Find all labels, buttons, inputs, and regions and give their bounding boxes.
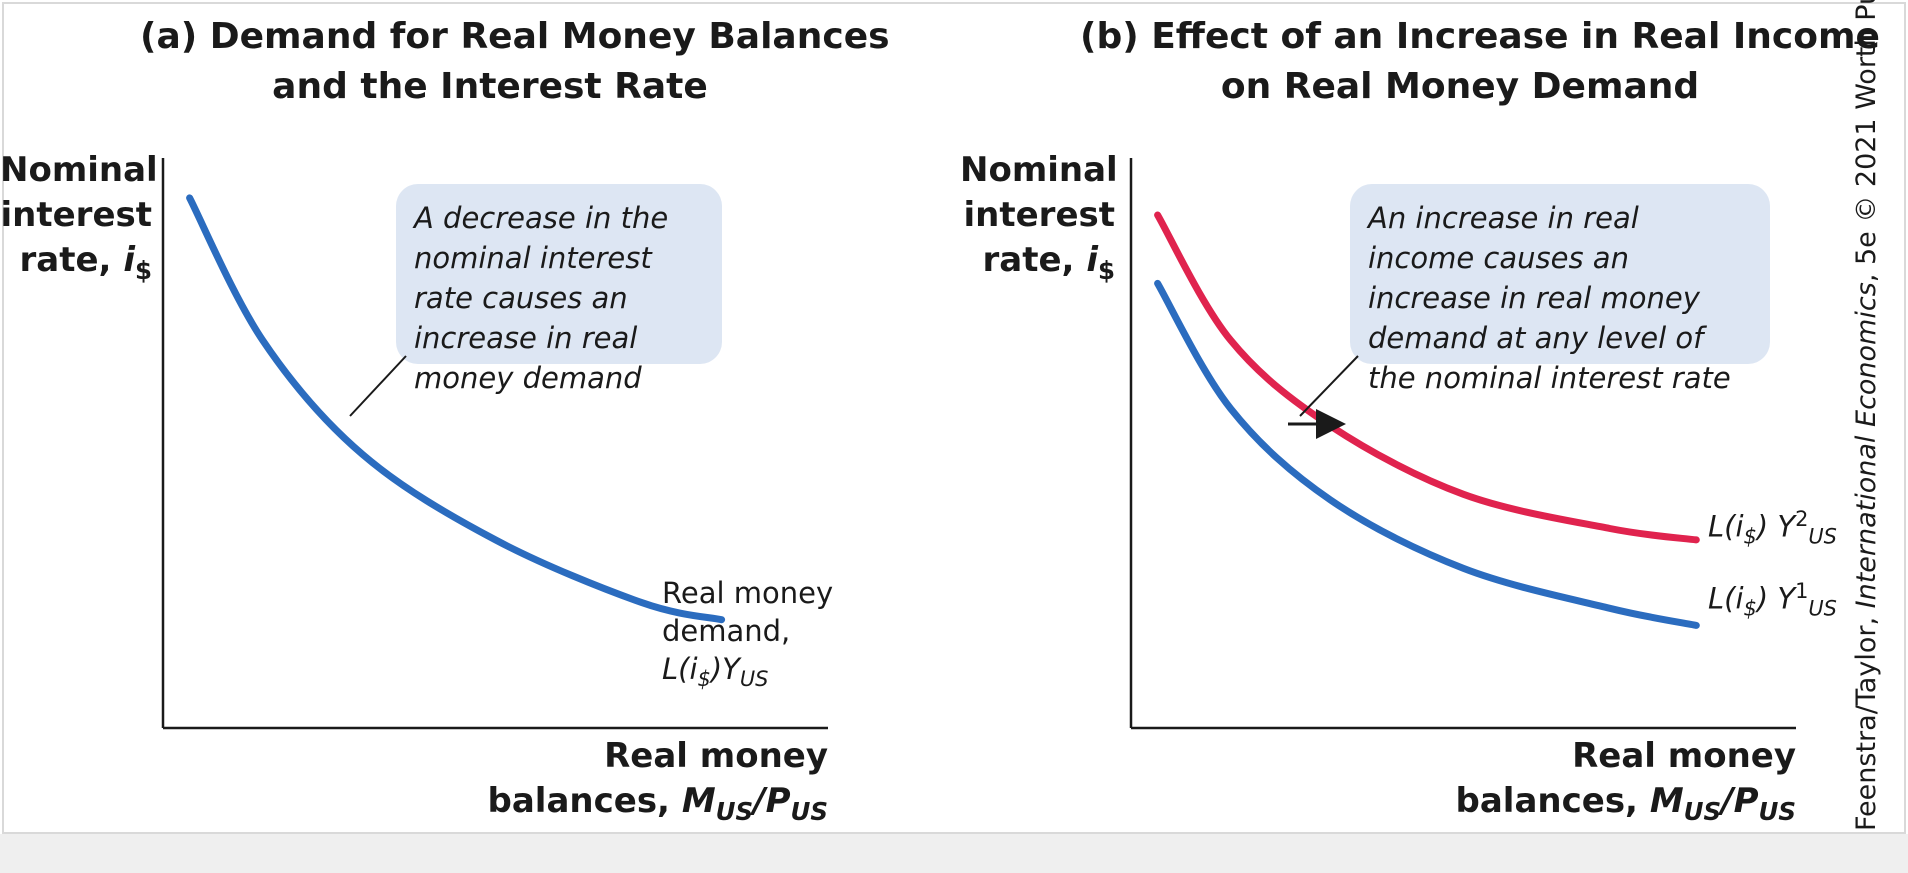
panel-b-annotation: An increase in real income causes an inc… [1350, 184, 1770, 395]
panel-b-plot [1129, 158, 1796, 730]
panel-b-curve-label-y1: L(i$) Y1US [1708, 579, 1837, 621]
panel-a-annotation: A decrease in the nominal interest rate … [396, 184, 722, 395]
panel-a-curve-label: Real money demand, L(i$)YUS [662, 576, 834, 691]
figure-frame [2, 2, 1906, 834]
bottom-band [0, 834, 1908, 873]
panel-b-xlabel: Real money balances, MUS/PUS [1455, 736, 1796, 826]
panel-b-curve-1 [1154, 211, 1700, 544]
panel-a-ylabel: Nominal interest rate, i$ [0, 150, 158, 285]
panel-b-curve-label-y2: L(i$) Y2US [1708, 507, 1837, 549]
panel-a-title: (a) Demand for Real Money Balances and t… [140, 16, 890, 107]
panel-b-title: (b) Effect of an Increase in Real Income… [1080, 16, 1880, 107]
panel-a-annotation-leader [349, 355, 407, 417]
panel-a-plot [161, 158, 828, 730]
panel-b-curve-2 [1154, 279, 1700, 629]
panel-b-annotation-leader [1299, 355, 1359, 417]
panel-b-ylabel: Nominal interest rate, i$ [960, 150, 1118, 285]
panel-a-curve-1 [186, 194, 726, 624]
panel-a-xlabel: Real money balances, MUS/PUS [487, 736, 828, 826]
